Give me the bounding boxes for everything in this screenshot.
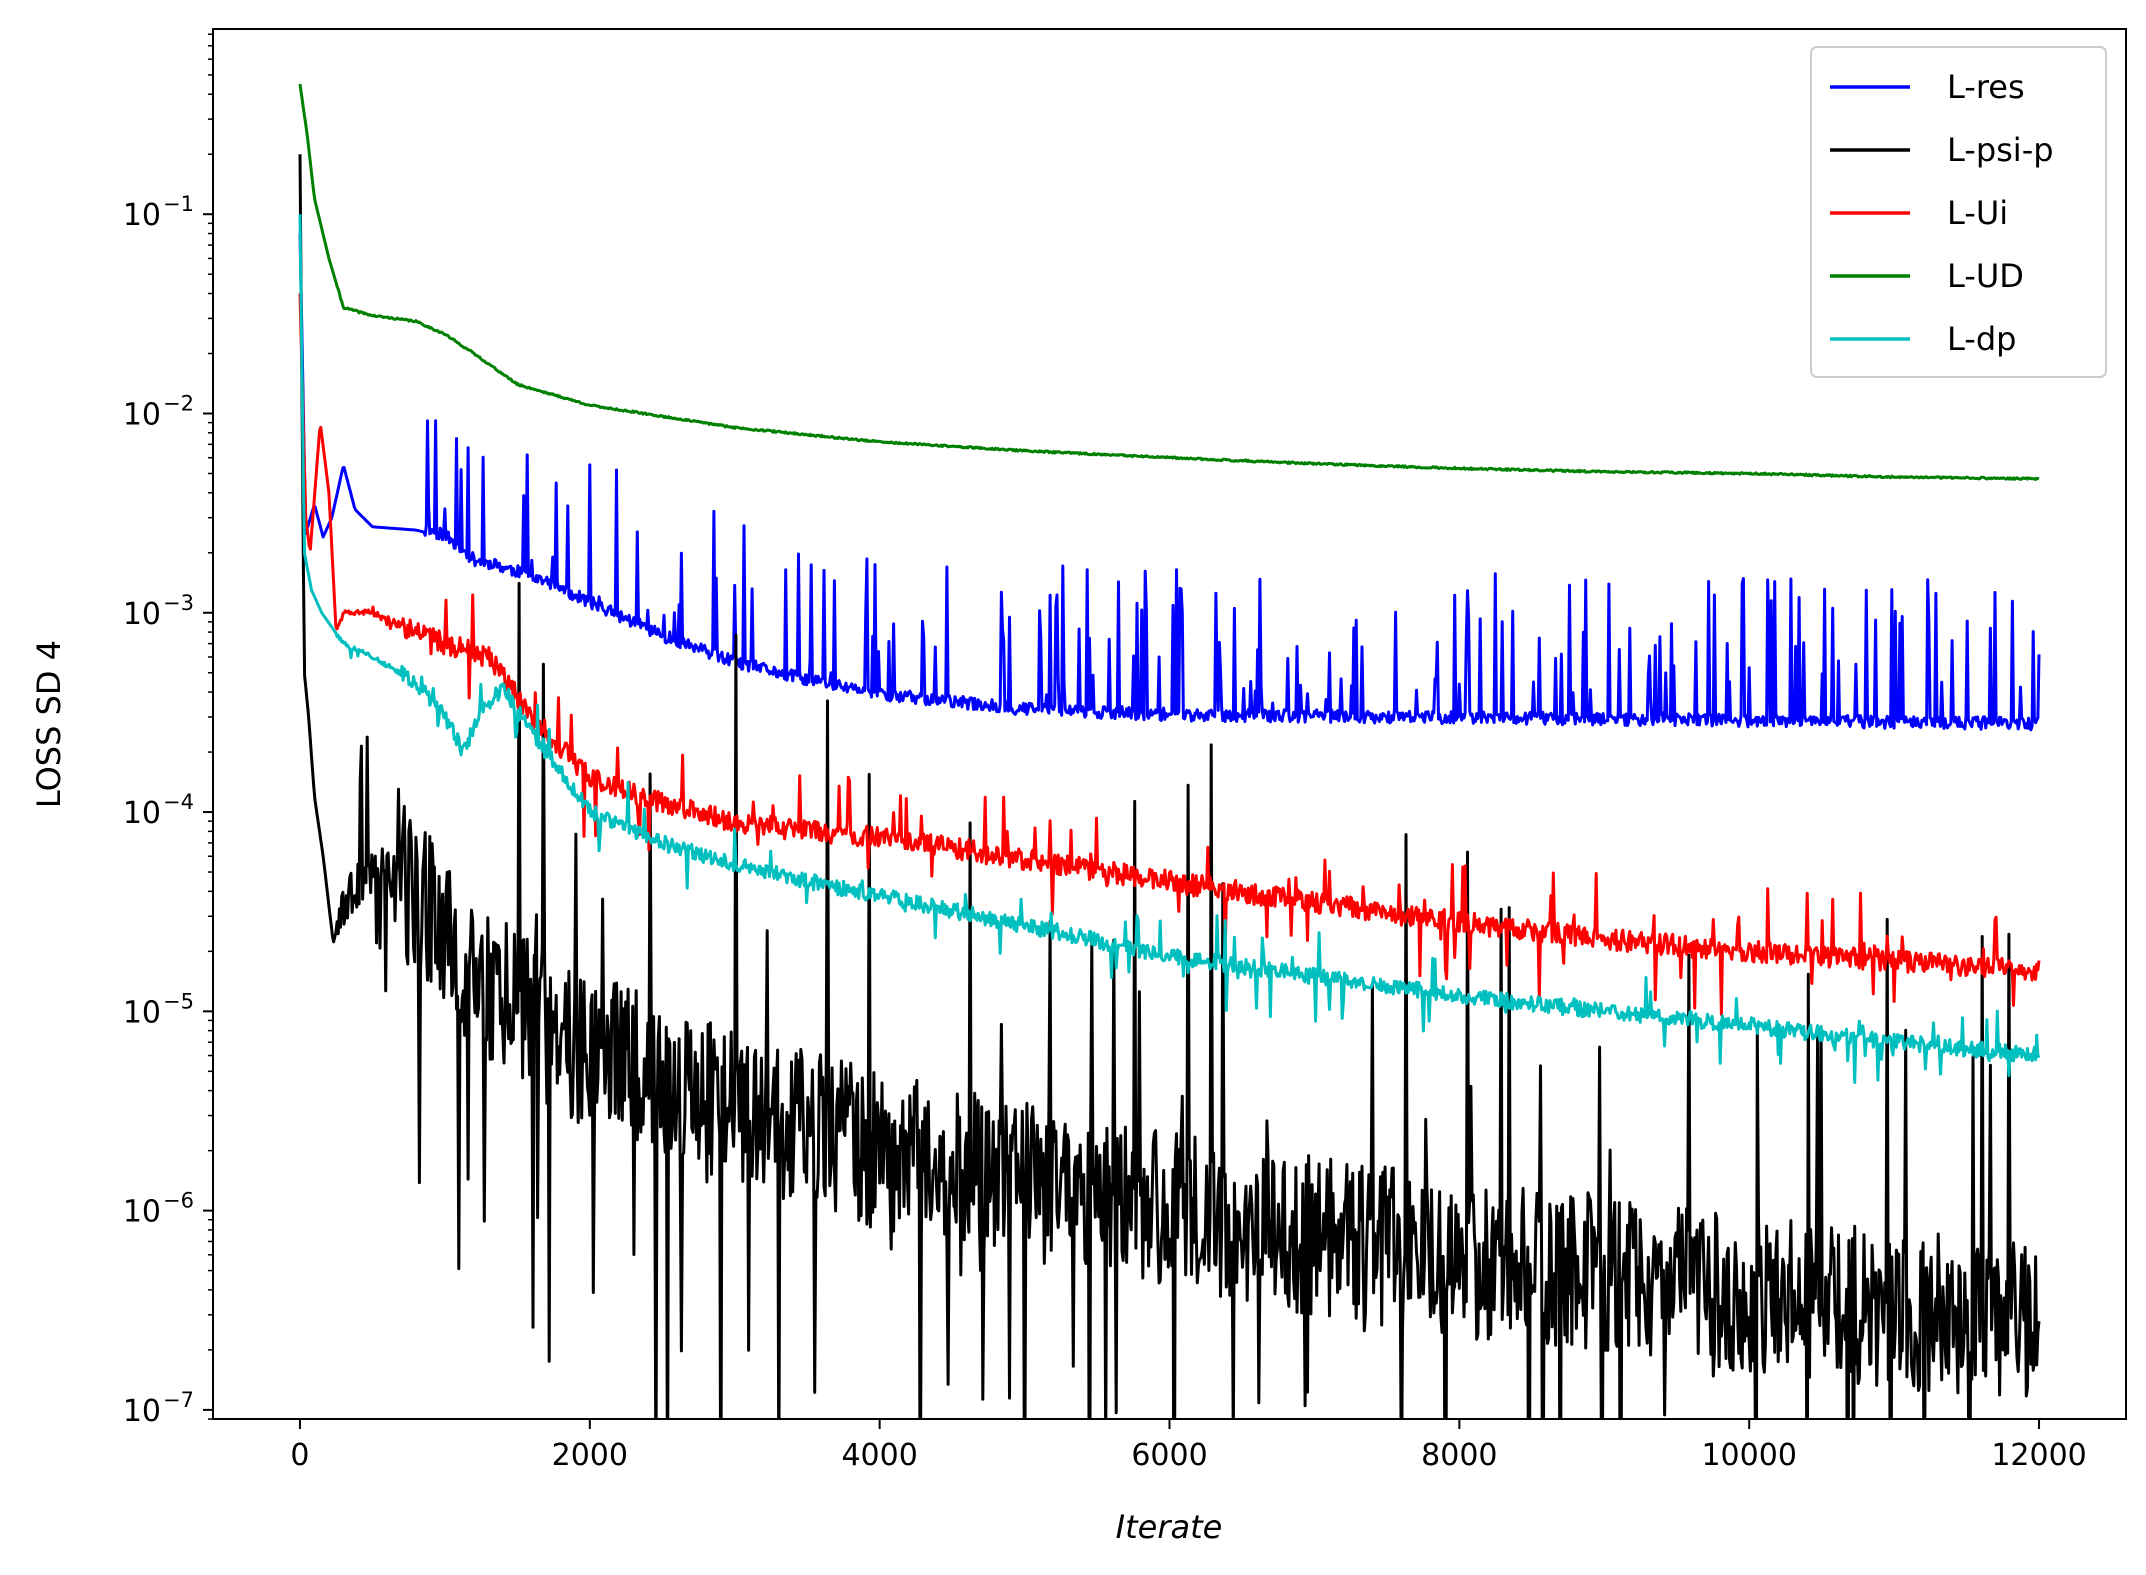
legend-label: L-dp: [1947, 320, 2016, 358]
series-line-L-Ui: [298, 293, 2041, 1016]
x-tick-label: 12000: [1991, 1438, 2086, 1473]
y-tick-label: 10: [123, 397, 161, 432]
y-tick-label: 10: [123, 597, 161, 632]
y-axis: 10−710−610−510−410−310−210−1: [123, 33, 213, 1429]
x-tick-label: 6000: [1131, 1438, 1207, 1473]
y-tick-label: 10: [123, 198, 161, 233]
legend-label: L-psi-p: [1947, 131, 2054, 169]
x-axis-label: Iterate: [1116, 1508, 1223, 1546]
y-tick-exponent: −3: [163, 591, 194, 615]
x-tick-label: 8000: [1421, 1438, 1497, 1473]
series-line-L-UD: [298, 83, 2040, 481]
y-tick-exponent: −4: [163, 790, 194, 814]
y-tick-exponent: −7: [163, 1388, 194, 1412]
legend-label: L-res: [1947, 68, 2025, 106]
legend-label: L-UD: [1947, 257, 2024, 295]
y-axis-label: LOSS SD 4: [30, 640, 68, 808]
x-tick-label: 4000: [841, 1438, 917, 1473]
y-tick-label: 10: [123, 796, 161, 831]
series-layer: [298, 83, 2041, 1419]
legend-label: L-Ui: [1947, 194, 2008, 232]
y-tick-exponent: −1: [163, 192, 194, 216]
legend: L-res L-psi-p L-Ui L-UD L-dp: [1810, 46, 2107, 378]
x-tick-label: 2000: [552, 1438, 628, 1473]
y-tick-label: 10: [123, 1394, 161, 1429]
x-tick-label: 0: [290, 1438, 309, 1473]
series-line-L-res: [298, 233, 2041, 732]
y-tick-label: 10: [123, 995, 161, 1030]
x-tick-label: 10000: [1701, 1438, 1796, 1473]
legend-box: [1810, 46, 2107, 378]
y-tick-exponent: −2: [163, 391, 194, 415]
series-line-L-psi-p: [298, 154, 2041, 1419]
x-axis: 0 2000 4000 6000 8000 10000 12000: [290, 1419, 2087, 1473]
series-line-L-dp: [298, 214, 2041, 1084]
y-tick-exponent: −6: [163, 1189, 194, 1213]
y-tick-label: 10: [123, 1195, 161, 1230]
y-tick-exponent: −5: [163, 989, 194, 1013]
